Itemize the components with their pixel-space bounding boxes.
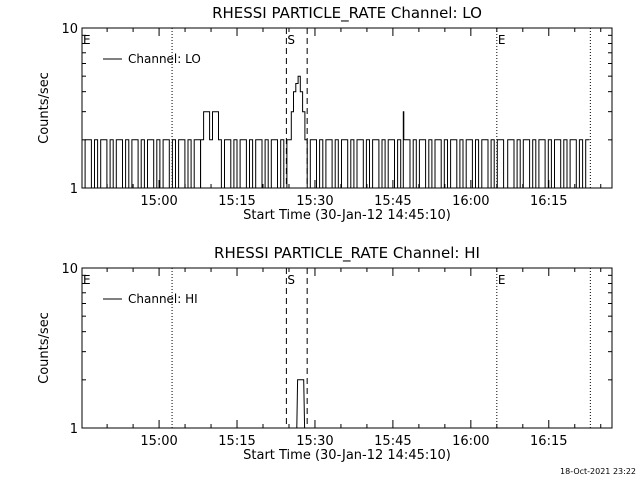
lo-y-axis-label: Counts/sec bbox=[37, 72, 52, 144]
lo-marker-label: E bbox=[498, 33, 506, 47]
hi-y-axis-label: Counts/sec bbox=[37, 312, 52, 384]
lo-marker-label: S bbox=[287, 33, 295, 47]
hi-y-tick-label: 1 bbox=[70, 422, 78, 437]
lo-series-line bbox=[82, 75, 590, 189]
lo-legend-label: Channel: LO bbox=[128, 52, 201, 66]
lo-channel-panel: RHESSI PARTICLE_RATE Channel: LO 1 10 15:0… bbox=[37, 4, 613, 223]
lo-x-axis-label: Start Time (30-Jan-12 14:45:10) bbox=[243, 208, 451, 223]
hi-x-tick-label: 15:15 bbox=[218, 434, 255, 449]
plot-timestamp: 18-Oct-2021 23:22 bbox=[560, 467, 636, 476]
hi-x-tick-label: 15:45 bbox=[374, 434, 411, 449]
hi-x-tick-label: 15:00 bbox=[140, 434, 177, 449]
lo-plot-frame bbox=[81, 27, 613, 189]
hi-x-tick-label: 16:15 bbox=[530, 434, 567, 449]
hi-legend-label: Channel: HI bbox=[128, 292, 198, 306]
hi-x-axis-label: Start Time (30-Jan-12 14:45:10) bbox=[243, 448, 451, 463]
hi-y-tick-label: 10 bbox=[61, 262, 78, 277]
lo-x-tick-label: 15:15 bbox=[218, 194, 255, 209]
lo-y-tick-label: 1 bbox=[70, 182, 78, 197]
lo-x-tick-label: 15:00 bbox=[140, 194, 177, 209]
hi-channel-panel: RHESSI PARTICLE_RATE Channel: HI 1 10 15:0… bbox=[37, 244, 613, 463]
hi-marker-label: E bbox=[83, 273, 91, 287]
hi-plot-frame bbox=[81, 267, 613, 429]
lo-marker-label: E bbox=[83, 33, 91, 47]
lo-x-tick-label: 16:00 bbox=[452, 194, 489, 209]
hi-marker-label: E bbox=[498, 273, 506, 287]
lo-x-tick-label: 15:30 bbox=[296, 194, 333, 209]
lo-chart-title: RHESSI PARTICLE_RATE Channel: LO bbox=[212, 4, 482, 23]
hi-chart-title: RHESSI PARTICLE_RATE Channel: HI bbox=[214, 244, 480, 263]
hi-series-line bbox=[296, 379, 306, 429]
lo-x-tick-label: 16:15 bbox=[530, 194, 567, 209]
hi-marker-label: S bbox=[287, 273, 295, 287]
hi-x-tick-label: 16:00 bbox=[452, 434, 489, 449]
hi-x-tick-label: 15:30 bbox=[296, 434, 333, 449]
lo-x-tick-label: 15:45 bbox=[374, 194, 411, 209]
lo-y-tick-label: 10 bbox=[61, 22, 78, 37]
